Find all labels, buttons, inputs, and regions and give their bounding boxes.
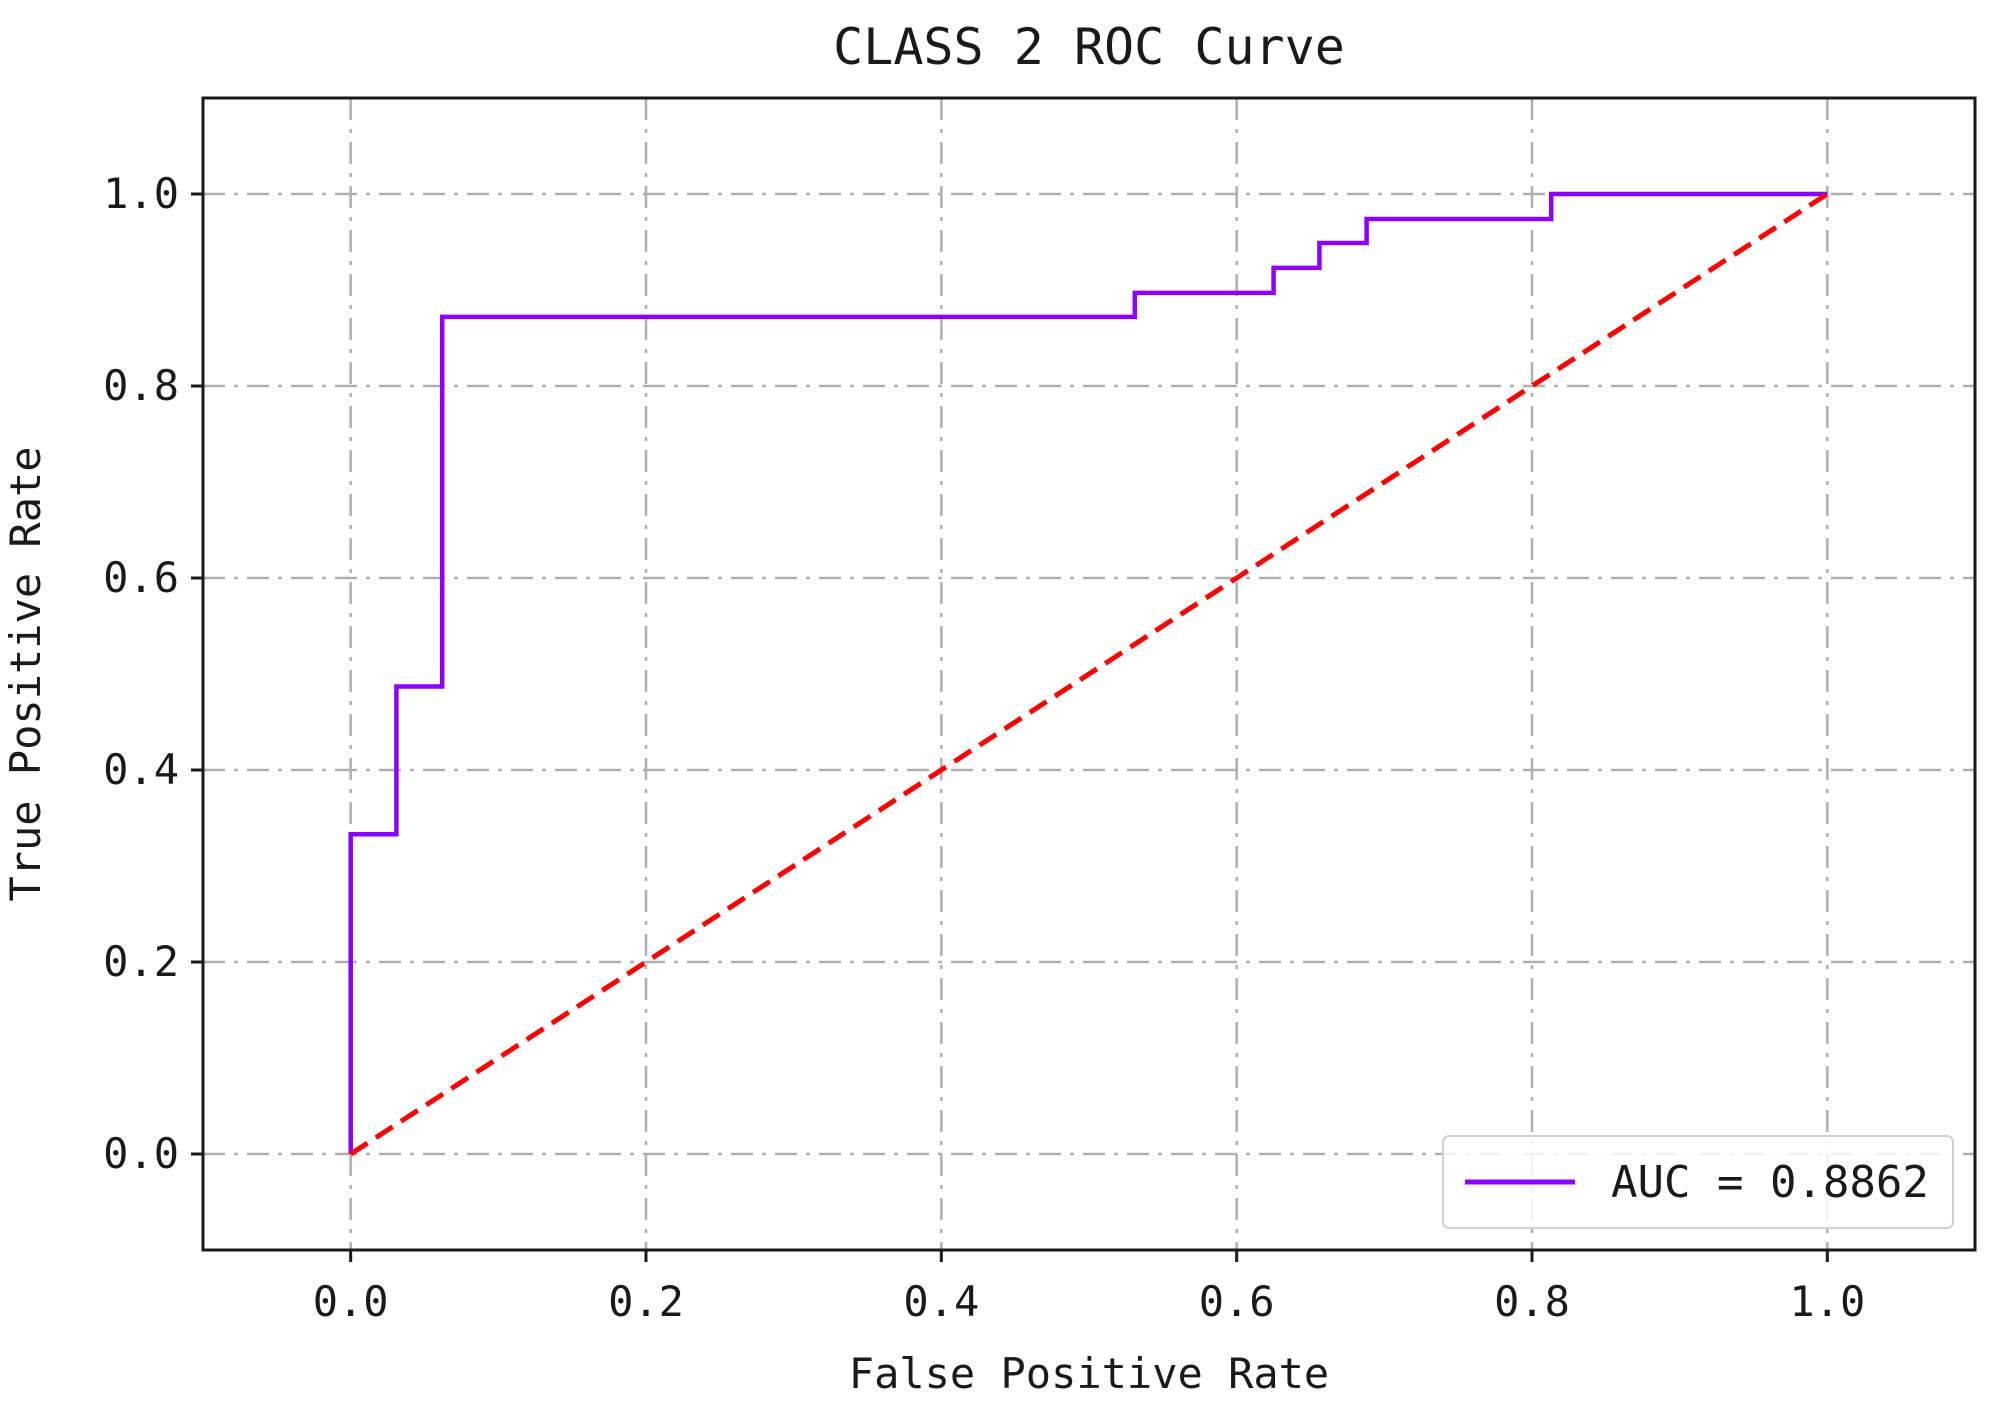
chance-diagonal-line xyxy=(349,191,1829,1157)
x-tick-label-2: 0.4 xyxy=(903,1277,979,1326)
x-tick-label-5: 1.0 xyxy=(1789,1277,1865,1326)
roc-curve-line xyxy=(348,191,1828,1154)
legend: AUC = 0.8862 xyxy=(1442,1135,1954,1229)
y-tick-label-1: 0.2 xyxy=(103,937,179,986)
axis-ticks: 0.0 0.2 0.4 0.6 0.8 1.0 0.0 0.2 0.4 0.6 0.8 1.0 xyxy=(103,169,1865,1326)
y-tick-label-0: 0.0 xyxy=(103,1129,179,1178)
series-lines xyxy=(348,191,1829,1157)
legend-box xyxy=(1442,1135,1954,1229)
x-tick-label-3: 0.6 xyxy=(1199,1277,1275,1326)
x-tick-label-1: 0.2 xyxy=(608,1277,684,1326)
plot-frame xyxy=(201,96,1977,1252)
y-tick-label-2: 0.4 xyxy=(103,745,179,794)
x-tick-label-0: 0.0 xyxy=(313,1277,389,1326)
grid-lines xyxy=(203,98,1975,1250)
chart-title: CLASS 2 ROC Curve xyxy=(833,18,1345,76)
x-axis-label: False Positive Rate xyxy=(849,1349,1329,1398)
x-tick-label-4: 0.8 xyxy=(1494,1277,1570,1326)
legend-label: AUC = 0.8862 xyxy=(1611,1157,1929,1208)
y-tick-label-3: 0.6 xyxy=(103,553,179,602)
y-tick-label-4: 0.8 xyxy=(103,361,179,410)
y-axis-label: True Positive Rate xyxy=(1,446,50,901)
y-tick-label-5: 1.0 xyxy=(103,169,179,218)
